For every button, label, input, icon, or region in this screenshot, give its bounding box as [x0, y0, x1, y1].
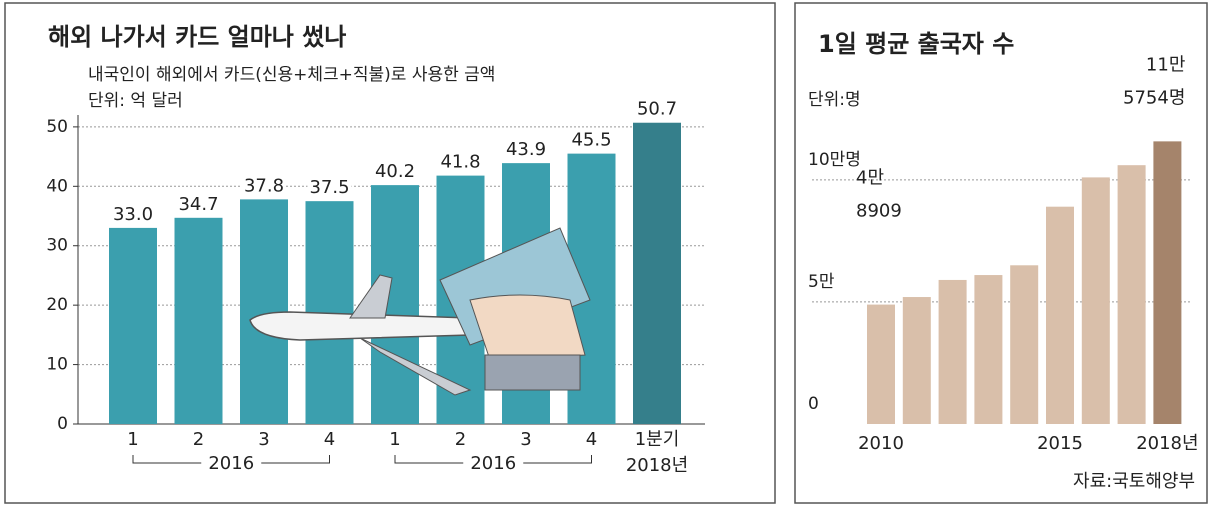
- y-tick-label: 0: [57, 414, 68, 434]
- bar: [902, 297, 931, 424]
- value-label: 34.7: [178, 194, 218, 215]
- x-tick-label: 4: [586, 429, 597, 450]
- y-tick-label: 30: [46, 236, 68, 256]
- value-label: 41.8: [440, 152, 480, 173]
- chart-subtitle: 내국인이 해외에서 카드(신용+체크+직불)로 사용한 금액: [88, 65, 495, 85]
- x-tick-label: 3: [520, 429, 531, 450]
- x-tick-label: 2015: [1037, 433, 1083, 454]
- bar: [1046, 206, 1074, 424]
- x-tick-label: 4: [324, 429, 335, 450]
- group-label: 2016: [470, 453, 516, 474]
- group-label: 2018년: [626, 455, 688, 476]
- panel-border: [794, 2, 1208, 504]
- value-label: 40.2: [375, 161, 415, 182]
- bar: [1153, 141, 1182, 424]
- value-label-bg: [373, 163, 417, 182]
- x-tick-label: 1분기: [635, 429, 680, 450]
- bar: [1117, 165, 1146, 424]
- bar: [867, 304, 895, 424]
- x-tick-label: 1: [127, 429, 138, 450]
- value-label-bg: [242, 177, 286, 196]
- y-tick-label: 5만: [808, 272, 835, 292]
- x-tick-label: 3: [258, 429, 269, 450]
- value-label: 45.5: [571, 130, 611, 151]
- y-tick-label: 50: [46, 117, 68, 137]
- bar: [1010, 265, 1039, 424]
- value-label-bg: [504, 141, 548, 160]
- value-label: 37.8: [244, 175, 284, 196]
- illustration: [249, 227, 591, 396]
- group-label-bg: [201, 454, 262, 472]
- chart-title: 해외 나가서 카드 얼마나 썼나: [48, 23, 346, 51]
- value-label: 5754명: [1123, 87, 1185, 108]
- unit-label: 단위: 억 달러: [88, 91, 183, 111]
- x-tick-label: 2010: [858, 433, 904, 454]
- value-label: 43.9: [506, 139, 546, 160]
- chart-title: 1일 평균 출국자 수: [818, 30, 1014, 58]
- bar: [109, 227, 157, 424]
- bar: [174, 217, 223, 424]
- value-label-bg: [569, 131, 614, 150]
- value-label-bg: [635, 100, 679, 119]
- panel-border: [4, 2, 776, 504]
- x-tick-label: 2018년: [1136, 433, 1198, 454]
- source: 자료:국토해양부: [1073, 471, 1195, 492]
- value-label-bg: [176, 195, 221, 214]
- value-label: 11만: [1146, 54, 1185, 75]
- value-label-bg: [438, 153, 483, 172]
- y-tick-label: 40: [46, 176, 68, 196]
- x-tick-label: 2: [193, 429, 204, 450]
- value-label: 37.5: [309, 177, 349, 198]
- bar: [938, 279, 967, 424]
- unit-label: 단위:명: [808, 90, 861, 110]
- value-label: 8909: [856, 201, 902, 222]
- y-tick-label: 0: [808, 394, 819, 414]
- x-tick-label: 1: [389, 429, 400, 450]
- y-tick-label: 10만명: [808, 150, 861, 170]
- y-tick-label: 20: [46, 295, 68, 315]
- value-label-bg: [307, 179, 352, 198]
- bar: [1081, 177, 1110, 424]
- group-label: 2016: [208, 453, 254, 474]
- value-label-bg: [111, 205, 155, 224]
- x-tick-label: 2: [455, 429, 466, 450]
- value-label: 50.7: [637, 99, 677, 120]
- value-label: 33.0: [113, 204, 153, 225]
- bar: [974, 275, 1003, 424]
- y-tick-label: 10: [46, 355, 68, 375]
- group-label-bg: [463, 454, 524, 472]
- value-label: 4만: [856, 168, 884, 189]
- bar: [633, 122, 681, 424]
